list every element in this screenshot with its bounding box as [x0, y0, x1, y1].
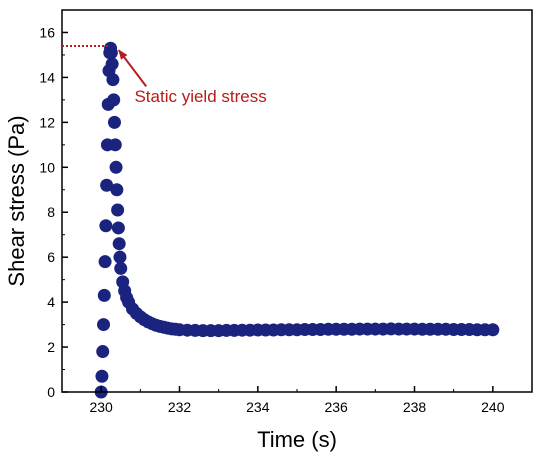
- y-tick-label-2: 2: [47, 339, 55, 355]
- axes: 230 232 234 236 238 240 0 2 4 6 8 10 12 14 16: [39, 24, 504, 415]
- data-point-0-5: [98, 255, 112, 269]
- y-tick-label-10: 10: [39, 159, 55, 175]
- y-tick-label-4: 4: [47, 294, 55, 310]
- data-point-0-18: [108, 138, 122, 152]
- data-point-0-23: [112, 237, 126, 251]
- x-axis-title: Time (s): [257, 427, 337, 452]
- y-axis-title: Shear stress (Pa): [4, 115, 29, 286]
- y-tick-label-6: 6: [47, 249, 55, 265]
- data-series: [94, 41, 500, 399]
- y-tick-label-0: 0: [47, 384, 55, 400]
- x-tick-label-236: 236: [324, 399, 348, 415]
- data-point-0-21: [111, 203, 125, 217]
- data-point-0-19: [109, 160, 123, 174]
- data-point-0-82: [486, 323, 500, 337]
- x-tick-label-230: 230: [89, 399, 113, 415]
- data-point-0-17: [107, 115, 121, 129]
- data-point-0-20: [110, 183, 124, 197]
- y-tick-label-14: 14: [39, 69, 55, 85]
- data-point-0-22: [111, 221, 125, 235]
- data-point-0-14: [105, 57, 119, 71]
- x-tick-label-234: 234: [246, 399, 270, 415]
- data-point-0-16: [107, 93, 121, 107]
- data-point-0-1: [95, 369, 109, 383]
- data-point-0-2: [96, 345, 110, 359]
- data-point-0-6: [99, 219, 113, 233]
- data-point-0-4: [97, 288, 111, 302]
- x-tick-label-240: 240: [481, 399, 505, 415]
- data-point-0-13: [104, 46, 118, 60]
- y-tick-label-8: 8: [47, 204, 55, 220]
- data-point-0-7: [100, 178, 114, 192]
- annotation-label: Static yield stress: [134, 87, 266, 106]
- y-tick-label-16: 16: [39, 24, 55, 40]
- data-point-0-15: [106, 73, 120, 87]
- x-tick-label-238: 238: [403, 399, 427, 415]
- data-point-0-25: [114, 261, 128, 275]
- data-point-0-24: [113, 250, 127, 264]
- data-point-0-3: [97, 318, 111, 332]
- y-tick-label-12: 12: [39, 114, 55, 130]
- annotation-group: Static yield stress: [62, 44, 267, 106]
- x-tick-label-232: 232: [168, 399, 192, 415]
- annotation-arrow: [118, 49, 148, 88]
